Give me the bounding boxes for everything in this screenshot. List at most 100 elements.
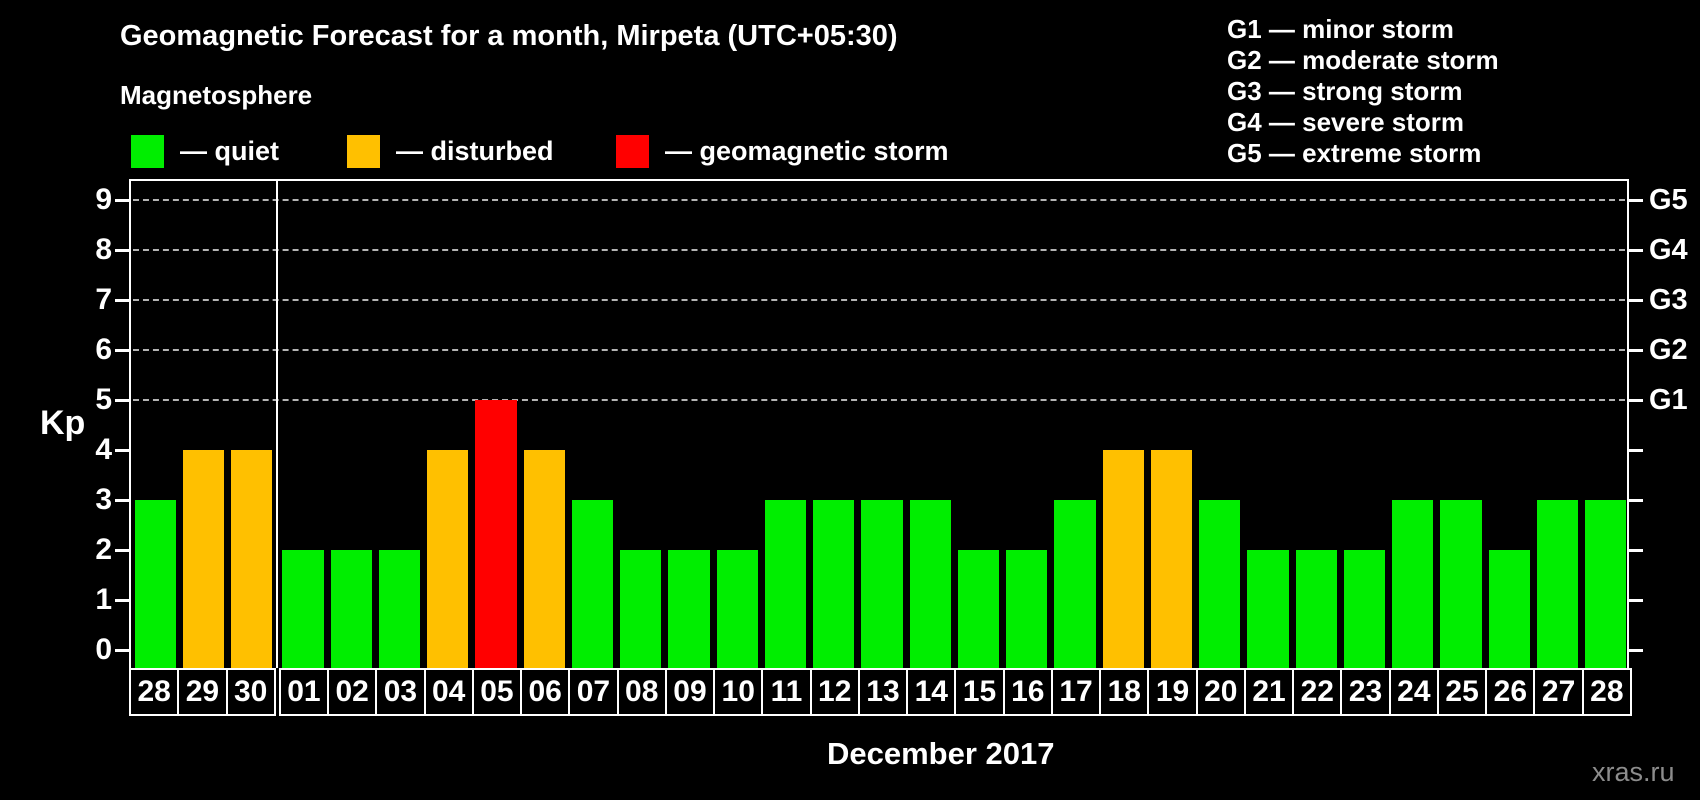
gridline-kp6 <box>133 349 1625 351</box>
kp-tick-left-0 <box>115 648 129 652</box>
g-legend-line-g2: G2 — moderate storm <box>1227 45 1499 75</box>
kp-bar-day-16 <box>1006 550 1048 668</box>
kp-bar-day-09 <box>668 550 710 668</box>
magnetosphere-legend: — quiet — disturbed — geomagnetic storm <box>0 134 1700 168</box>
day-label-dec-01: 01 <box>278 668 330 716</box>
day-label-dec-05: 05 <box>471 668 523 716</box>
kp-bar-day-12 <box>813 500 855 668</box>
g-legend-line-g4: G4 — severe storm <box>1227 107 1465 137</box>
kp-tick-label-6: 6 <box>95 333 112 366</box>
legend-label-storm: — geomagnetic storm <box>665 135 949 166</box>
kp-bar-day-11 <box>764 500 807 668</box>
kp-bar-day-13 <box>861 500 903 668</box>
kp-tick-left-9 <box>115 198 129 202</box>
day-label-dec-15: 15 <box>954 668 1005 716</box>
kp-bar-day-27 <box>1536 500 1579 668</box>
kp-tick-left-6 <box>115 348 129 352</box>
plot-border-right <box>1627 179 1629 668</box>
kp-bar-day-23 <box>1343 550 1386 668</box>
day-label-dec-02: 02 <box>327 668 378 716</box>
kp-tick-label-3: 3 <box>95 483 112 516</box>
kp-tick-right-8 <box>1629 248 1643 252</box>
kp-bar-day-02 <box>330 550 372 668</box>
kp-bar-day-29 <box>182 450 224 668</box>
g-axis-label-g5: G5 <box>1649 184 1688 216</box>
kp-tick-right-4 <box>1629 448 1643 452</box>
kp-bar-day-10 <box>716 550 758 668</box>
kp-tick-right-1 <box>1629 598 1643 602</box>
g-axis-label-g3: G3 <box>1649 284 1688 316</box>
kp-tick-left-3 <box>115 498 129 502</box>
quiet-color-swatch <box>131 134 164 168</box>
kp-tick-right-7 <box>1629 298 1643 302</box>
kp-tick-right-2 <box>1629 548 1643 552</box>
kp-bar-day-08 <box>620 550 662 668</box>
day-label-dec-20: 20 <box>1195 668 1246 716</box>
kp-bar-day-22 <box>1295 550 1337 668</box>
kp-bar-day-14 <box>909 500 951 668</box>
kp-bar-day-17 <box>1054 500 1096 668</box>
kp-tick-label-4: 4 <box>95 433 112 466</box>
kp-tick-label-7: 7 <box>95 283 112 316</box>
kp-bar-day-18 <box>1102 450 1144 668</box>
day-label-nov-28: 28 <box>129 668 180 716</box>
kp-bar-day-25 <box>1440 500 1482 668</box>
day-label-dec-28: 28 <box>1581 668 1632 716</box>
day-label-dec-09: 09 <box>664 668 716 716</box>
day-label-dec-03: 03 <box>375 668 426 716</box>
day-label-dec-25: 25 <box>1436 668 1488 716</box>
month-separator-line <box>276 181 279 668</box>
kp-axis-label: Kp <box>40 404 86 442</box>
plot-border-top <box>129 179 1629 181</box>
kp-tick-right-5 <box>1629 398 1643 402</box>
kp-tick-left-8 <box>115 248 129 252</box>
kp-bar-day-30 <box>231 450 273 668</box>
kp-bar-day-21 <box>1247 550 1289 668</box>
legend-item-storm: — geomagnetic storm <box>616 134 949 168</box>
kp-tick-left-7 <box>115 298 129 302</box>
day-label-dec-24: 24 <box>1388 668 1439 716</box>
gridline-kp9 <box>133 199 1625 201</box>
kp-tick-label-9: 9 <box>95 183 112 216</box>
g-legend-line-g3: G3 — strong storm <box>1227 76 1463 106</box>
gridline-kp7 <box>133 299 1625 301</box>
kp-bar-day-20 <box>1199 500 1241 668</box>
kp-tick-label-0: 0 <box>95 633 112 666</box>
kp-tick-left-1 <box>115 598 129 602</box>
kp-bar-day-05 <box>475 400 517 668</box>
kp-bar-day-06 <box>523 450 565 668</box>
day-label-dec-27: 27 <box>1533 668 1584 716</box>
g-axis-label-g1: G1 <box>1649 384 1688 416</box>
kp-bar-day-01 <box>282 550 324 668</box>
day-label-dec-04: 04 <box>423 668 474 716</box>
day-label-dec-16: 16 <box>1002 668 1053 716</box>
plot-border-left <box>129 179 131 668</box>
day-label-dec-06: 06 <box>520 668 571 716</box>
kp-tick-label-2: 2 <box>95 533 112 566</box>
day-label-dec-07: 07 <box>568 668 619 716</box>
disturbed-color-swatch <box>347 134 380 168</box>
chart-title: Geomagnetic Forecast for a month, Mirpet… <box>120 20 898 52</box>
g-axis-label-g4: G4 <box>1649 234 1688 266</box>
day-label-dec-17: 17 <box>1050 668 1102 716</box>
kp-tick-right-6 <box>1629 348 1643 352</box>
day-label-dec-10: 10 <box>713 668 764 716</box>
legend-label-disturbed: — disturbed <box>396 135 554 166</box>
kp-bar-day-24 <box>1392 500 1434 668</box>
gridline-kp8 <box>133 249 1625 251</box>
kp-tick-label-1: 1 <box>95 583 112 616</box>
kp-tick-right-3 <box>1629 498 1643 502</box>
month-label: December 2017 <box>827 736 1055 771</box>
xras-watermark: xras.ru <box>1592 757 1675 787</box>
kp-bar-day-15 <box>957 550 1000 668</box>
kp-bar-day-04 <box>427 450 469 668</box>
gridline-kp5 <box>133 399 1625 401</box>
kp-tick-label-5: 5 <box>95 383 112 416</box>
day-label-dec-19: 19 <box>1147 668 1198 716</box>
kp-tick-right-0 <box>1629 648 1643 652</box>
storm-color-swatch <box>616 134 649 168</box>
g-legend-line-g5: G5 — extreme storm <box>1227 138 1482 168</box>
day-label-dec-26: 26 <box>1485 668 1536 716</box>
kp-bar-day-28 <box>1585 500 1627 668</box>
